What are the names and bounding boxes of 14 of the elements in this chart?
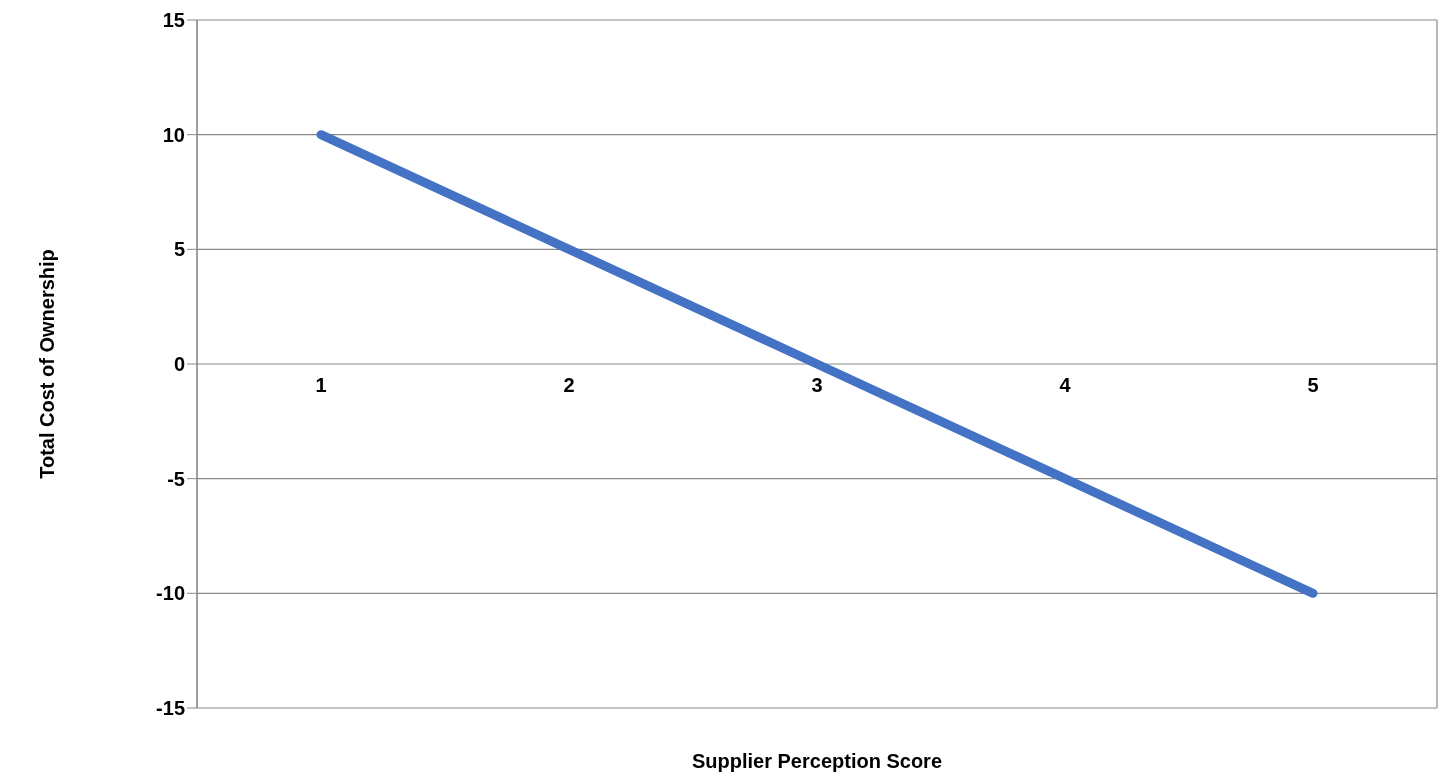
y-tick-label: 15 (162, 9, 185, 32)
x-tick-label: 5 (1307, 374, 1319, 396)
y-tick-label: -10 (156, 582, 185, 605)
y-tick-label: 0 (173, 353, 185, 376)
x-tick-label: 3 (811, 374, 823, 396)
x-tick-label: 4 (1059, 374, 1072, 396)
y-tick-label: 5 (173, 238, 185, 261)
x-tick-label: 1 (315, 374, 327, 396)
x-axis-title: Supplier Perception Score (691, 750, 943, 772)
y-axis-title: Total Cost of Ownership (36, 249, 59, 479)
x-tick-label: 2 (563, 374, 575, 396)
y-tick-label: -5 (167, 467, 185, 490)
y-tick-label: 10 (162, 123, 185, 146)
y-tick-label: -15 (156, 697, 185, 720)
